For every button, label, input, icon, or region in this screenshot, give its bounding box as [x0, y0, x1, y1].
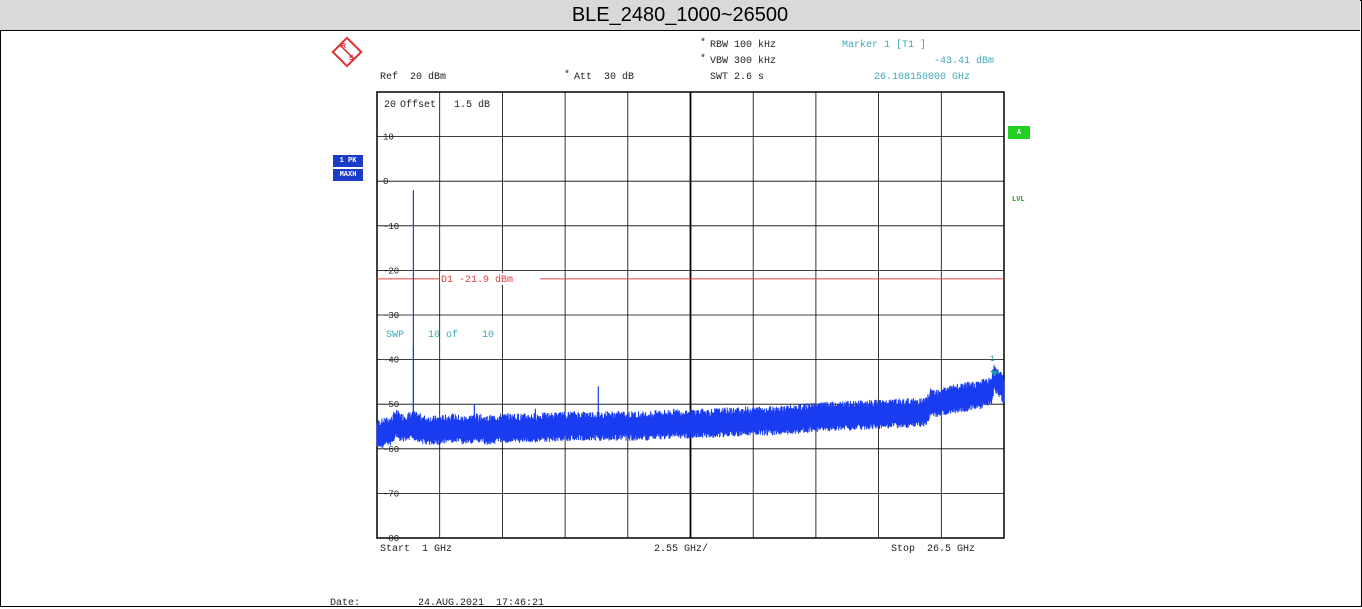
y-tick-label: -20 [383, 266, 399, 276]
attenuation: Att 30 dB [574, 72, 635, 83]
trace-max-hold [376, 364, 1005, 448]
marker-level: -43.41 dBm [934, 56, 995, 67]
att-star: * [564, 70, 571, 81]
rbw-setting: RBW 100 kHz [710, 40, 777, 51]
span-per-div: 2.55 GHz/ [654, 544, 709, 555]
y-tick-label: 10 [383, 133, 394, 143]
trace-hold-badge: MAXH [333, 169, 363, 181]
y-tick-label: -10 [383, 222, 399, 232]
marker-frequency: 26.108150000 GHz [874, 72, 971, 83]
y-tick-label: -80 [383, 534, 399, 544]
limit-label-bg [440, 272, 540, 285]
tick-label-top: 20 [384, 100, 397, 111]
plot-title: BLE_2480_1000~26500 [0, 0, 1360, 31]
date-value: 24.AUG.2021 17:46:21 [418, 598, 545, 609]
offset-label: Offset 1.5 dB [400, 100, 491, 111]
marker-1-triangle [990, 370, 999, 377]
y-tick-label: -60 [383, 445, 399, 455]
ref-level: Ref 20 dBm [380, 72, 447, 83]
swt-setting: SWT 2.6 s [710, 72, 765, 83]
y-tick-label: -70 [383, 489, 399, 499]
trace-mode-badge: 1 PK [333, 155, 363, 167]
sweep-count: SWP 10 of 10 [386, 330, 495, 341]
marker-label: Marker 1 [T1 ] [842, 40, 927, 51]
y-tick-label: 0 [383, 177, 388, 187]
start-frequency: Start 1 GHz [380, 544, 453, 555]
y-tick-label: -40 [383, 356, 399, 366]
vbw-star: * [700, 54, 707, 65]
y-tick-label: -30 [383, 311, 399, 321]
lvl-indicator: LVL [1012, 196, 1025, 204]
vbw-setting: VBW 300 kHz [710, 56, 777, 67]
marker-number: 1 [990, 355, 995, 364]
y-tick-label: -50 [383, 400, 399, 410]
limit-label: D1 -21.9 dBm [441, 274, 513, 286]
date-label: Date: [330, 598, 361, 609]
a-badge: A [1008, 126, 1030, 139]
stop-frequency: Stop 26.5 GHz [891, 544, 976, 555]
rbw-star: * [700, 38, 707, 49]
